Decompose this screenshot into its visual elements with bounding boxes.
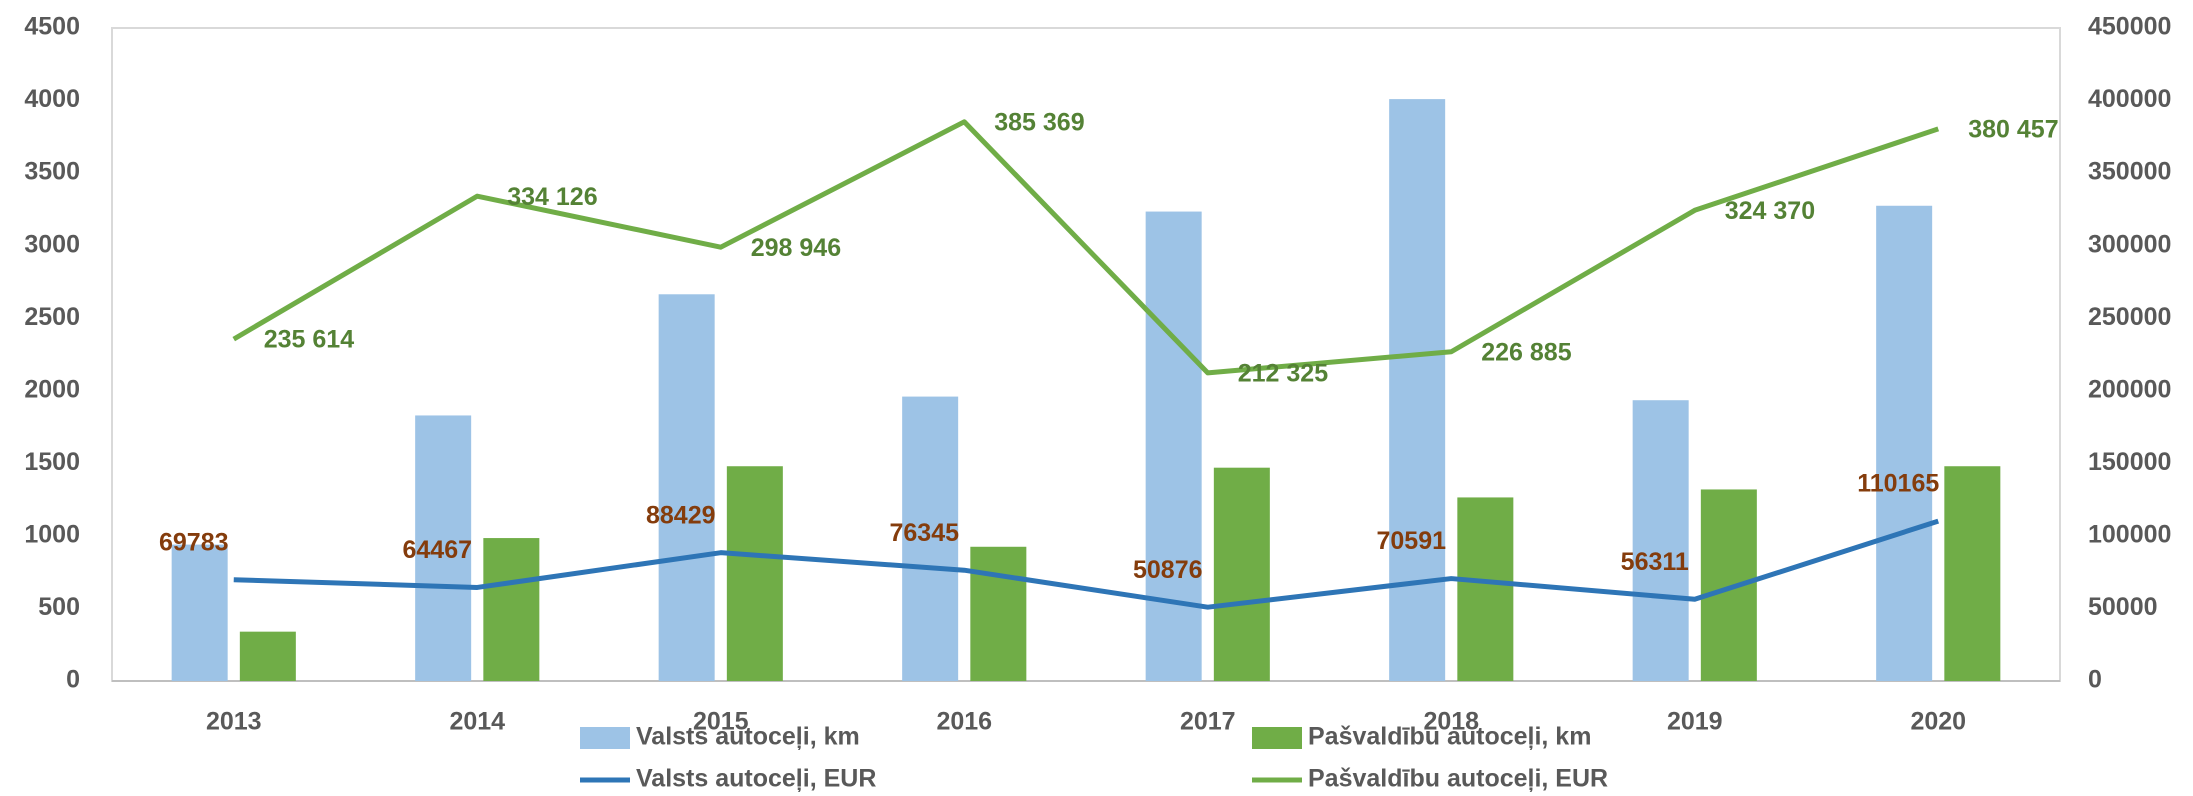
bar <box>1944 466 2001 681</box>
bar <box>239 631 296 681</box>
data-label: 88429 <box>646 501 716 529</box>
bar <box>1876 205 1933 681</box>
x-tick-label: 2014 <box>449 708 505 736</box>
data-label: 226 885 <box>1481 338 1571 366</box>
bar <box>1700 489 1757 681</box>
line <box>232 119 1940 376</box>
data-label: 70591 <box>1376 527 1446 555</box>
legend-swatch <box>1252 727 1302 749</box>
data-label: 380 457 <box>1968 116 2058 144</box>
bar <box>1213 467 1270 681</box>
data-label: 50876 <box>1133 556 1203 584</box>
bar <box>970 546 1027 681</box>
x-tick-label: 2013 <box>206 708 262 736</box>
legend-swatch <box>580 727 630 749</box>
y2-tick-label: 150000 <box>2088 448 2171 476</box>
data-label: 212 325 <box>1238 360 1328 388</box>
y-tick-label: 2000 <box>24 375 80 403</box>
y2-tick-label: 400000 <box>2088 85 2171 113</box>
y-tick-label: 4500 <box>24 13 80 41</box>
y2-tick-label: 450000 <box>2088 13 2171 41</box>
bar <box>658 294 715 681</box>
data-label: 385 369 <box>994 108 1084 136</box>
data-label: 235 614 <box>264 326 354 354</box>
y-tick-label: 500 <box>38 593 80 621</box>
data-label: 69783 <box>159 528 229 556</box>
y-tick-label: 4000 <box>24 85 80 113</box>
y-tick-label: 3500 <box>24 158 80 186</box>
x-tick-label: 2020 <box>1910 708 1966 736</box>
data-label: 110165 <box>1857 470 1939 498</box>
legend-label: Valsts autoceļi, EUR <box>636 765 876 793</box>
y2-tick-label: 250000 <box>2088 303 2171 331</box>
y-tick-label: 3000 <box>24 230 80 258</box>
legend-label: Pašvaldību autoceļi, EUR <box>1308 765 1608 793</box>
bar <box>902 396 959 681</box>
bar <box>1389 99 1446 682</box>
legend-label: Pašvaldību autoceļi, km <box>1308 723 1591 751</box>
x-tick-label: 2019 <box>1667 708 1723 736</box>
y2-tick-label: 350000 <box>2088 158 2171 186</box>
y2-tick-label: 200000 <box>2088 375 2171 403</box>
data-label: 64467 <box>402 536 472 564</box>
x-tick-label: 2018 <box>1423 708 1479 736</box>
x-tick-label: 2017 <box>1180 708 1236 736</box>
bar <box>1632 400 1689 681</box>
bar <box>415 415 472 681</box>
legend-label: Valsts autoceļi, km <box>636 723 860 751</box>
y2-tick-label: 0 <box>2088 666 2102 694</box>
y-tick-label: 2500 <box>24 303 80 331</box>
x-tick-label: 2016 <box>936 708 992 736</box>
y2-tick-label: 50000 <box>2088 593 2158 621</box>
bar <box>1145 211 1202 681</box>
bar <box>1457 497 1514 681</box>
line <box>233 518 1940 610</box>
y-tick-label: 0 <box>66 666 80 694</box>
bar <box>171 544 228 681</box>
y-tick-label: 1500 <box>24 448 80 476</box>
x-tick-label: 2015 <box>693 708 749 736</box>
data-label: 324 370 <box>1725 197 1815 225</box>
y2-tick-label: 100000 <box>2088 520 2171 548</box>
data-label: 298 946 <box>751 234 841 262</box>
y2-tick-label: 300000 <box>2088 230 2171 258</box>
data-label: 56311 <box>1621 548 1689 576</box>
bar <box>483 538 540 681</box>
y-tick-label: 1000 <box>24 520 80 548</box>
data-label: 76345 <box>889 519 959 547</box>
bar <box>726 466 783 681</box>
data-label: 334 126 <box>507 183 597 211</box>
